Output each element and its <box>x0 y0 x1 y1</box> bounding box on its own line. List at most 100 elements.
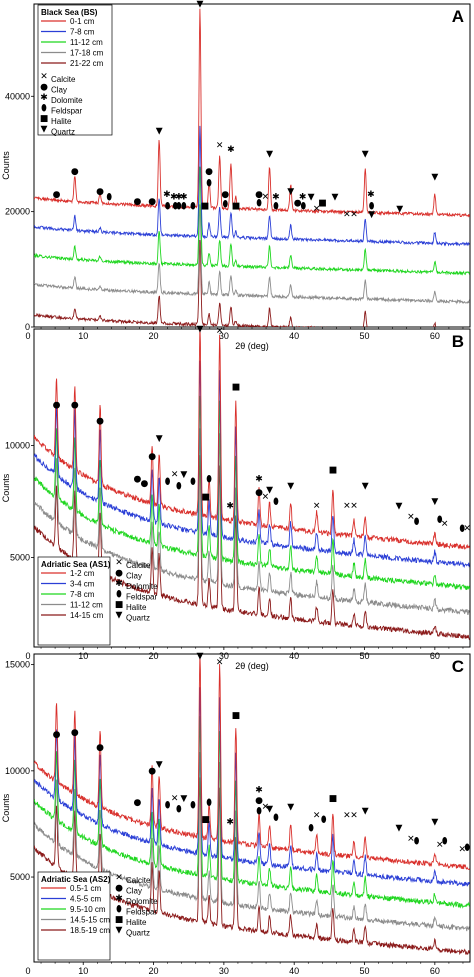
marker-feldspar: ⬮ <box>442 836 448 846</box>
x-tick-label: 60 <box>430 651 440 661</box>
asterisk-icon: ✱ <box>40 93 48 103</box>
mineral-key-label: Halite <box>126 918 147 927</box>
marker-halite: ■ <box>232 383 241 393</box>
filled-circle-icon: ● <box>115 884 123 894</box>
marker-clay: ● <box>221 190 229 200</box>
marker-clay: ● <box>71 167 79 177</box>
cross-icon: ✕ <box>40 72 48 82</box>
filled-ellipse-icon: ⬮ <box>41 104 47 114</box>
legend: Adriatic Sea (AS2)0.5-1 cm 4.5-5 cm9.5-10… <box>37 871 158 961</box>
x-tick-label: 50 <box>360 966 370 976</box>
legend-title: Adriatic Sea (AS1) <box>41 560 111 569</box>
marker-calcite: ✕ <box>216 658 224 668</box>
series-line-1 <box>34 8 470 218</box>
panel-c: 10 20 30 40 50 60 0 5000 10000 15000 2θ (deg) Count… <box>1 652 471 977</box>
marker-feldspar: ⬮ <box>369 201 375 211</box>
marker-clay: ● <box>255 488 263 498</box>
marker-quartz: ▼ <box>396 501 403 511</box>
marker-feldspar: ⬮ <box>308 824 314 834</box>
legend-entry: 1-2 cm <box>70 569 95 578</box>
mineral-key-label: Clay <box>126 887 142 896</box>
marker-dolomite: ✱ <box>170 193 178 203</box>
marker-feldspar: ⬮ <box>190 201 196 211</box>
legend: Adriatic Sea (AS1)1-2 cm 3-4 cm7-8 cm 11-1… <box>37 556 158 646</box>
marker-calcite: ✕ <box>458 845 466 855</box>
series-group <box>34 654 470 956</box>
marker-calcite: ✕ <box>350 501 358 511</box>
marker-quartz: ▼ <box>287 481 294 491</box>
marker-quartz: ▼ <box>308 193 315 203</box>
marker-quartz: ▼ <box>362 481 369 491</box>
filled-ellipse-icon: ⬮ <box>116 905 122 915</box>
x-tick-label: 10 <box>78 331 88 341</box>
y-tick-label: 10000 <box>5 440 30 450</box>
marker-clay: ● <box>71 401 79 411</box>
marker-dolomite: ✱ <box>255 785 263 795</box>
marker-feldspar: ⬮ <box>190 477 196 487</box>
mineral-key-label: Feldspar <box>126 593 157 602</box>
marker-calcite: ✕ <box>216 327 224 337</box>
marker-dolomite: ✱ <box>226 817 234 827</box>
x-tick-label: 40 <box>289 651 299 661</box>
marker-quartz: ▼ <box>197 325 204 335</box>
series-line-1 <box>34 329 470 550</box>
marker-dolomite: ✱ <box>227 145 235 155</box>
marker-clay: ● <box>148 766 156 776</box>
panel-letter: A <box>452 7 464 26</box>
marker-feldspar: ⬮ <box>206 475 212 485</box>
mineral-key-label: Calcite <box>126 561 151 570</box>
marker-halite: ■ <box>329 794 338 804</box>
y-tick-label: 5000 <box>10 552 30 562</box>
marker-halite: ■ <box>318 198 327 208</box>
legend-entry: 14-15 cm <box>70 611 104 620</box>
filled-square-icon: ■ <box>40 114 49 124</box>
x-axis-label: 2θ (deg) <box>235 661 269 671</box>
x-tick-label: 60 <box>430 331 440 341</box>
legend-entry: 14.5-15 cm <box>70 916 110 925</box>
y-tick-label: 0 <box>25 322 30 332</box>
marker-halite: ■ <box>329 466 338 476</box>
marker-calcite: ✕ <box>441 519 449 529</box>
marker-quartz: ▼ <box>431 173 438 183</box>
marker-feldspar: ⬮ <box>273 497 279 507</box>
marker-feldspar: ⬮ <box>206 798 212 808</box>
marker-quartz: ▼ <box>396 824 403 834</box>
marker-quartz: ▼ <box>197 652 204 662</box>
series-line-3 <box>34 716 470 909</box>
down-triangle-icon: ▼ <box>116 926 123 936</box>
legend-entry: 9.5-10 cm <box>70 905 106 914</box>
marker-clay: ● <box>148 197 156 207</box>
series-line-4 <box>34 751 470 932</box>
series-line-3 <box>34 166 470 276</box>
marker-feldspar: ⬮ <box>414 836 420 846</box>
marker-calcite: ✕ <box>216 141 224 151</box>
marker-quartz: ▼ <box>156 760 163 770</box>
series-line-2 <box>34 360 470 569</box>
marker-calcite: ✕ <box>313 811 321 821</box>
marker-clay: ● <box>140 479 148 489</box>
asterisk-icon: ✱ <box>115 579 123 589</box>
marker-quartz: ▼ <box>396 204 403 214</box>
legend-entry: 18.5-19 cm <box>70 926 110 935</box>
panel-letter: C <box>452 657 464 676</box>
mineral-key-label: Quartz <box>126 614 150 623</box>
y-tick-label: 15000 <box>5 660 30 670</box>
marker-feldspar: ⬮ <box>165 800 171 810</box>
marker-calcite: ✕ <box>313 204 321 214</box>
marker-calcite: ✕ <box>343 210 351 220</box>
marker-feldspar: ⬮ <box>176 481 182 491</box>
x-tick-label: 10 <box>78 651 88 661</box>
marker-quartz: ▼ <box>180 794 187 804</box>
marker-clay: ● <box>255 796 263 806</box>
marker-clay: ● <box>255 190 263 200</box>
mineral-key-label: Dolomite <box>51 96 83 105</box>
mineral-key-label: Quartz <box>126 929 150 938</box>
marker-quartz: ▼ <box>156 434 163 444</box>
series-line-4 <box>34 428 470 616</box>
legend-box <box>37 556 111 646</box>
mineral-key-label: Clay <box>51 86 67 95</box>
y-axis-label: Counts <box>1 793 11 822</box>
series-group <box>34 8 470 327</box>
marker-feldspar: ⬮ <box>222 200 228 210</box>
filled-circle-icon: ● <box>115 569 123 579</box>
